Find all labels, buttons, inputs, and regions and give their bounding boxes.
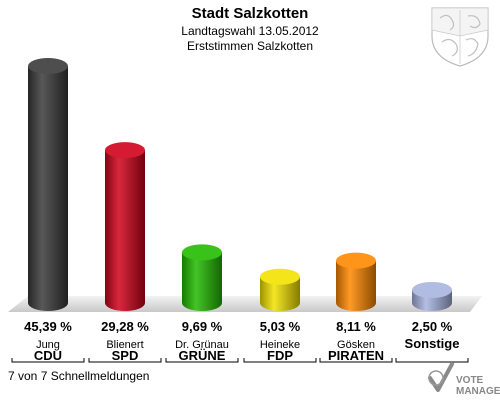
coat-of-arms-icon [431, 7, 489, 67]
candidate-label: Blienert [106, 339, 143, 351]
value-label: 5,03 % [260, 319, 301, 334]
chart-subtitle-2: Erststimmen Salzkotten [187, 39, 313, 53]
bar-cdu [28, 58, 68, 311]
bar-top [182, 244, 222, 261]
bar-spd [105, 142, 145, 311]
bar-top [336, 252, 376, 269]
chart-subtitle: Landtagswahl 13.05.2012 [181, 24, 319, 38]
bar-top [28, 58, 68, 74]
candidate-label: Dr. Grünau [175, 339, 229, 351]
category-bracket [11, 358, 85, 363]
bar-top [260, 268, 300, 285]
chart-floor [8, 296, 482, 312]
bar-grüne [182, 244, 222, 311]
bar-top [105, 142, 145, 159]
vote-manager-logo: VOTE MANAGER [428, 362, 500, 397]
value-label: 8,11 % [336, 319, 376, 334]
category-label: FDP [267, 348, 293, 363]
category-bracket [165, 358, 239, 363]
brand-line-1: VOTE [456, 375, 484, 386]
category-bracket [88, 358, 162, 363]
bars-group [28, 58, 452, 311]
category-label: GRÜNE [179, 348, 226, 363]
category-bracket [243, 358, 317, 363]
bar-body [260, 276, 300, 311]
candidate-label: Jung [36, 339, 60, 351]
candidate-label: Heineke [260, 339, 300, 351]
bar-piraten [336, 252, 376, 311]
bar-top [412, 281, 452, 298]
chart-title: Stadt Salzkotten [192, 5, 309, 22]
bar-body [105, 150, 145, 311]
category-label: CDU [34, 348, 62, 363]
bar-sonstige [412, 281, 452, 311]
category-label: Sonstige [405, 336, 460, 351]
checkmark-icon [428, 362, 454, 392]
bar-body [336, 260, 376, 311]
brand-line-2: MANAGER [456, 386, 500, 397]
value-label: 29,28 % [101, 319, 149, 334]
footer-status: 7 von 7 Schnellmeldungen [8, 369, 149, 383]
bar-fdp [260, 268, 300, 311]
bar-body [182, 252, 222, 311]
bar-body [28, 66, 68, 311]
category-bracket [395, 358, 469, 363]
category-bracket [319, 358, 393, 363]
value-label: 9,69 % [182, 319, 223, 334]
category-label: PIRATEN [328, 348, 384, 363]
value-label: 2,50 % [412, 319, 453, 334]
candidate-label: Gösken [337, 339, 375, 351]
value-label: 45,39 % [24, 319, 72, 334]
category-label: SPD [112, 348, 139, 363]
